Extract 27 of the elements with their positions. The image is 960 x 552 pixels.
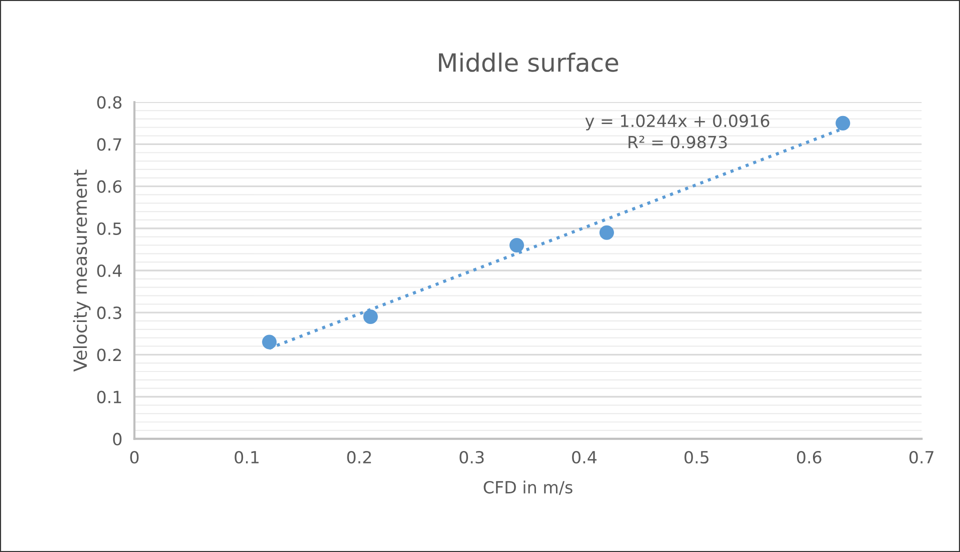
point: [836, 116, 850, 130]
x-axis-title: CFD in m/s: [484, 480, 572, 495]
point: [363, 309, 378, 324]
chart-title: Middle surface: [438, 52, 618, 72]
y-tick-label: 0: [113, 432, 122, 446]
annotation: R² = 0.9873: [628, 136, 727, 148]
x-tick-label: 0.6: [796, 450, 822, 464]
y-tick-label: 0.2: [97, 348, 121, 362]
y-tick-label: 0.6: [97, 180, 122, 193]
y-tick-label: 0.1: [97, 390, 122, 404]
x-tick-label: 0.1: [234, 450, 259, 464]
y-tick-label: 0.7: [97, 138, 122, 151]
x-tick-label: 0.3: [460, 450, 484, 464]
x-tick-label: 0.5: [684, 450, 708, 464]
point: [262, 334, 277, 350]
x-tick-label: 0.4: [572, 450, 597, 464]
x-tick-label: 0.7: [909, 450, 934, 464]
y-tick-label: 0.5: [97, 222, 122, 235]
y-tick-label: 0.8: [97, 96, 122, 109]
annotation: y = 1.0244x + 0.0916: [585, 114, 770, 130]
point: [599, 225, 614, 240]
x-tick-label: 0: [130, 450, 139, 464]
y-tick-label: 0.3: [97, 306, 122, 320]
point: [509, 238, 524, 253]
y-axis-title: Velocity measurement: [73, 170, 91, 372]
y-tick-label: 0.4: [97, 264, 122, 278]
x-tick-label: 0.2: [347, 450, 371, 464]
